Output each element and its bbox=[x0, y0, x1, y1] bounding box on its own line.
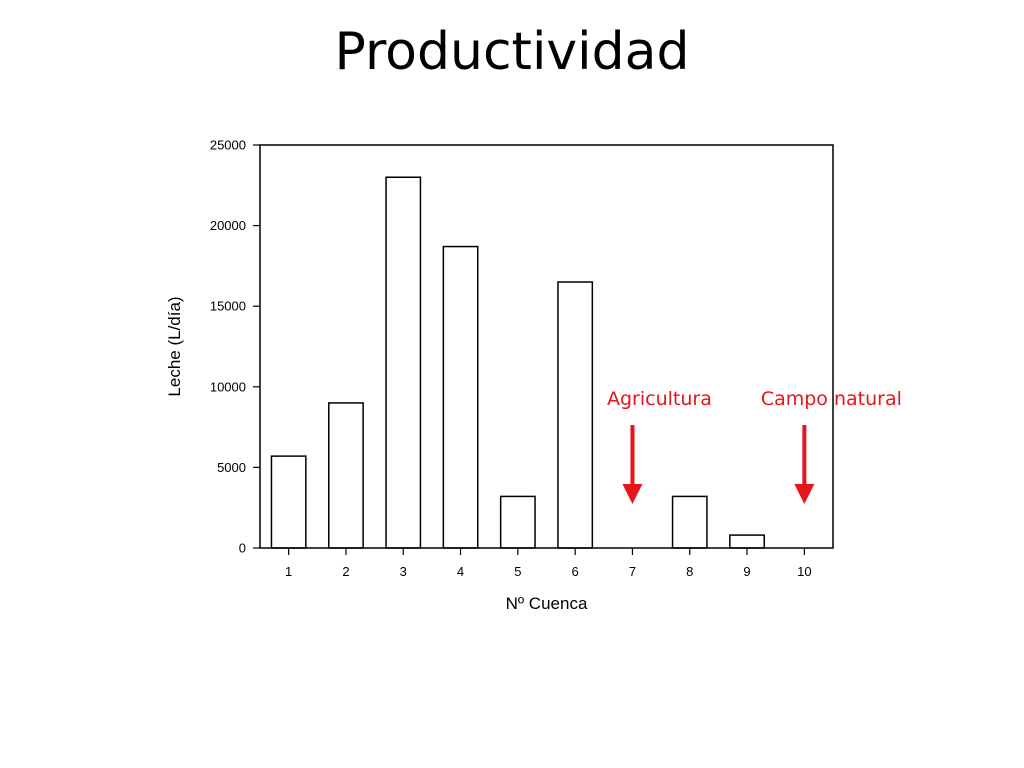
x-tick-label: 1 bbox=[285, 564, 292, 579]
bar-6 bbox=[557, 281, 594, 549]
y-axis-label: Leche (L/día) bbox=[165, 296, 184, 396]
y-tick-label: 20000 bbox=[210, 218, 246, 233]
y-tick-label: 0 bbox=[239, 541, 246, 556]
bar-5 bbox=[499, 495, 536, 549]
plot-frame bbox=[259, 144, 834, 549]
x-tick-label: 8 bbox=[686, 564, 693, 579]
x-tick-label: 6 bbox=[572, 564, 579, 579]
y-tick-label: 5000 bbox=[217, 460, 246, 475]
x-tick-label: 2 bbox=[342, 564, 349, 579]
x-tick-label: 10 bbox=[797, 564, 811, 579]
bar-9 bbox=[729, 534, 765, 549]
down-arrow-icon bbox=[622, 484, 643, 504]
annotation-label: Agricultura bbox=[607, 388, 712, 410]
bar-1 bbox=[270, 455, 307, 549]
y-tick-label: 25000 bbox=[210, 138, 246, 153]
x-axis: 1 2 3 4 5 6 7 8 9 10 bbox=[285, 548, 812, 579]
x-tick-label: 9 bbox=[743, 564, 750, 579]
bar-4 bbox=[442, 245, 479, 549]
x-tick-label: 7 bbox=[629, 564, 636, 579]
y-axis: 0 5000 10000 15000 20000 25000 bbox=[210, 138, 260, 556]
bar-2 bbox=[328, 402, 364, 549]
down-arrow-icon bbox=[794, 484, 815, 504]
x-tick-label: 4 bbox=[457, 564, 464, 579]
annotation-label: Campo natural bbox=[761, 388, 902, 410]
bar-3 bbox=[385, 176, 422, 549]
y-tick-label: 10000 bbox=[210, 379, 246, 394]
x-axis-label: Nº Cuenca bbox=[506, 594, 588, 613]
annotations-group: Agricultura Campo natural bbox=[607, 388, 902, 504]
bar-8 bbox=[671, 495, 708, 549]
x-tick-label: 3 bbox=[400, 564, 407, 579]
bars-group bbox=[270, 176, 765, 549]
y-tick-label: 15000 bbox=[210, 299, 246, 314]
slide-title: Productividad bbox=[334, 22, 690, 82]
x-tick-label: 5 bbox=[514, 564, 521, 579]
